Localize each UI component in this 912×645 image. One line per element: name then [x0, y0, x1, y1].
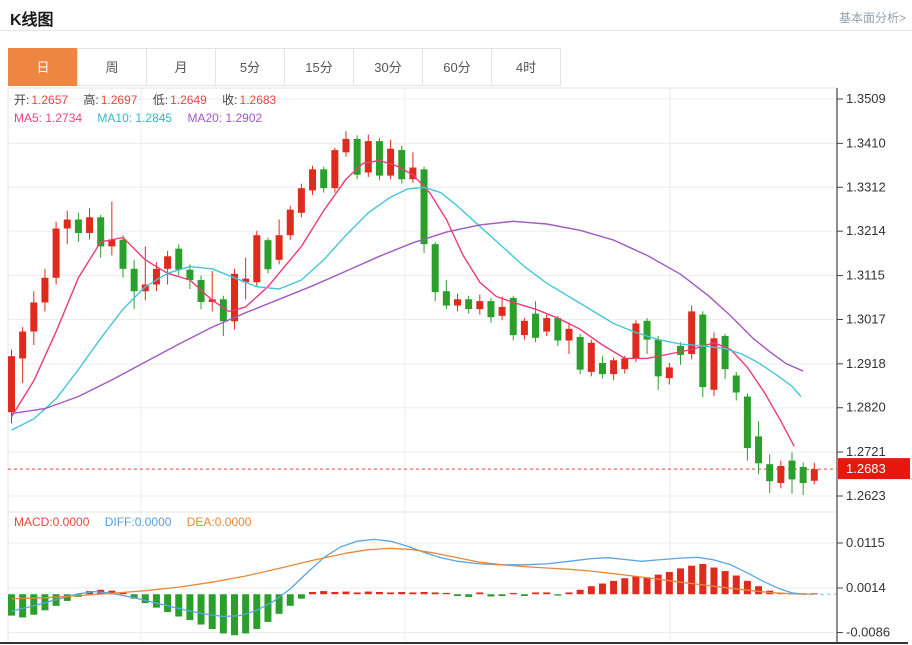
high-label: 高: — [83, 93, 99, 107]
tab-周[interactable]: 周 — [77, 48, 147, 86]
svg-text:1.3214: 1.3214 — [846, 223, 886, 238]
macd-histogram — [8, 563, 818, 636]
svg-text:1.2683: 1.2683 — [846, 461, 886, 476]
ma-row: MA5: 1.2734 MA10: 1.2845 MA20: 1.2902 — [14, 111, 274, 125]
low-value: 1.2649 — [170, 93, 207, 107]
svg-text:1.2721: 1.2721 — [846, 444, 886, 459]
price-axis: 1.3509 1.3410 1.3312 1.3214 1.3115 1.3017 1.29… — [0, 88, 908, 644]
open-label: 开: — [14, 93, 30, 107]
fundamental-analysis-link[interactable]: 基本面分析> — [838, 11, 906, 25]
ohlc-row: 开: 1.2657 高: 1.2697 低: 1.2649 收: 1.2683 — [14, 91, 288, 108]
header-divider — [0, 30, 912, 31]
tab-60分[interactable]: 60分 — [422, 48, 492, 86]
ma5-value: MA5: 1.2734 — [14, 111, 83, 125]
period-tabbar: 日周月 5分 15分 30分 60分 4时 — [8, 48, 561, 86]
ma20-line — [11, 220, 804, 415]
ma10-value: MA10: 1.2845 — [97, 111, 173, 125]
open-value: 1.2657 — [31, 93, 69, 107]
svg-text:1.2623: 1.2623 — [846, 488, 886, 503]
svg-text:1.3410: 1.3410 — [846, 135, 886, 150]
tab-30分[interactable]: 30分 — [353, 48, 423, 86]
svg-text:1.2918: 1.2918 — [846, 356, 886, 371]
svg-text:0.0115: 0.0115 — [846, 535, 885, 550]
diff-value: DIFF:0.0000 — [104, 515, 172, 529]
ma10-line — [11, 186, 802, 431]
svg-text:1.2820: 1.2820 — [846, 400, 886, 415]
low-label: 低: — [152, 93, 169, 107]
diff-line — [11, 538, 815, 618]
tab-15分[interactable]: 15分 — [284, 48, 354, 86]
svg-text:1.3509: 1.3509 — [846, 91, 886, 106]
macd-value: MACD:0.0000 — [14, 515, 90, 529]
dea-value: DEA:0.0000 — [186, 515, 252, 529]
tab-4时[interactable]: 4时 — [491, 48, 561, 86]
close-value: 1.2683 — [239, 93, 277, 107]
svg-text:1.3312: 1.3312 — [846, 179, 886, 194]
svg-text:0.0014: 0.0014 — [846, 580, 886, 595]
ma20-value: MA20: 1.2902 — [187, 111, 263, 125]
tab-日[interactable]: 日 — [8, 48, 78, 86]
svg-text:-0.0086: -0.0086 — [846, 625, 890, 640]
ma5-line — [10, 159, 795, 447]
dea-line — [11, 547, 815, 600]
high-value: 1.2697 — [100, 93, 138, 107]
close-label: 收: — [222, 93, 238, 107]
tab-5分[interactable]: 5分 — [215, 48, 285, 86]
page-title: K线图 — [10, 12, 54, 29]
candles-series — [8, 131, 818, 496]
gridlines — [7, 87, 837, 643]
current-price-tag: 1.2683 — [838, 458, 910, 480]
svg-text:1.3115: 1.3115 — [846, 268, 885, 283]
macd-row: MACD:0.0000 DIFF:0.0000 DEA:0.0000 — [14, 515, 263, 529]
tab-月[interactable]: 月 — [146, 48, 216, 86]
svg-text:1.3017: 1.3017 — [846, 311, 886, 326]
